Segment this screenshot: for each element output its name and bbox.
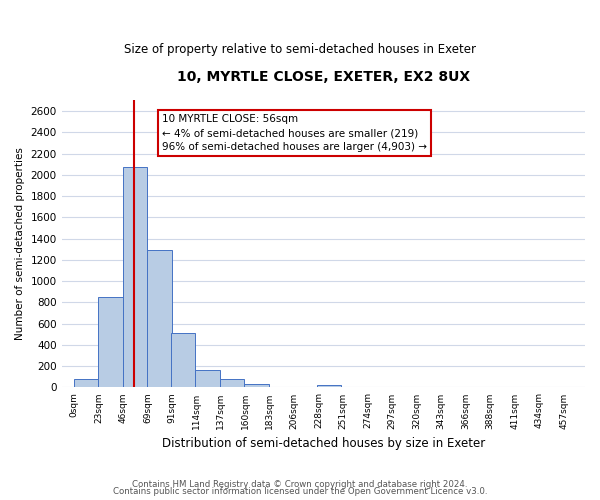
X-axis label: Distribution of semi-detached houses by size in Exeter: Distribution of semi-detached houses by …	[162, 437, 485, 450]
Text: Contains public sector information licensed under the Open Government Licence v3: Contains public sector information licen…	[113, 487, 487, 496]
Bar	[317, 385, 341, 388]
Bar	[171, 333, 195, 388]
Y-axis label: Number of semi-detached properties: Number of semi-detached properties	[15, 148, 25, 340]
Bar	[148, 250, 172, 388]
Bar	[244, 384, 269, 388]
Bar	[98, 296, 123, 388]
Text: Contains HM Land Registry data © Crown copyright and database right 2024.: Contains HM Land Registry data © Crown c…	[132, 480, 468, 489]
Bar	[123, 167, 148, 388]
Bar	[74, 380, 98, 388]
Title: 10, MYRTLE CLOSE, EXETER, EX2 8UX: 10, MYRTLE CLOSE, EXETER, EX2 8UX	[177, 70, 470, 84]
Bar	[195, 370, 220, 388]
Text: Size of property relative to semi-detached houses in Exeter: Size of property relative to semi-detach…	[124, 42, 476, 56]
Bar	[220, 380, 244, 388]
Text: 10 MYRTLE CLOSE: 56sqm
← 4% of semi-detached houses are smaller (219)
96% of sem: 10 MYRTLE CLOSE: 56sqm ← 4% of semi-deta…	[162, 114, 427, 152]
